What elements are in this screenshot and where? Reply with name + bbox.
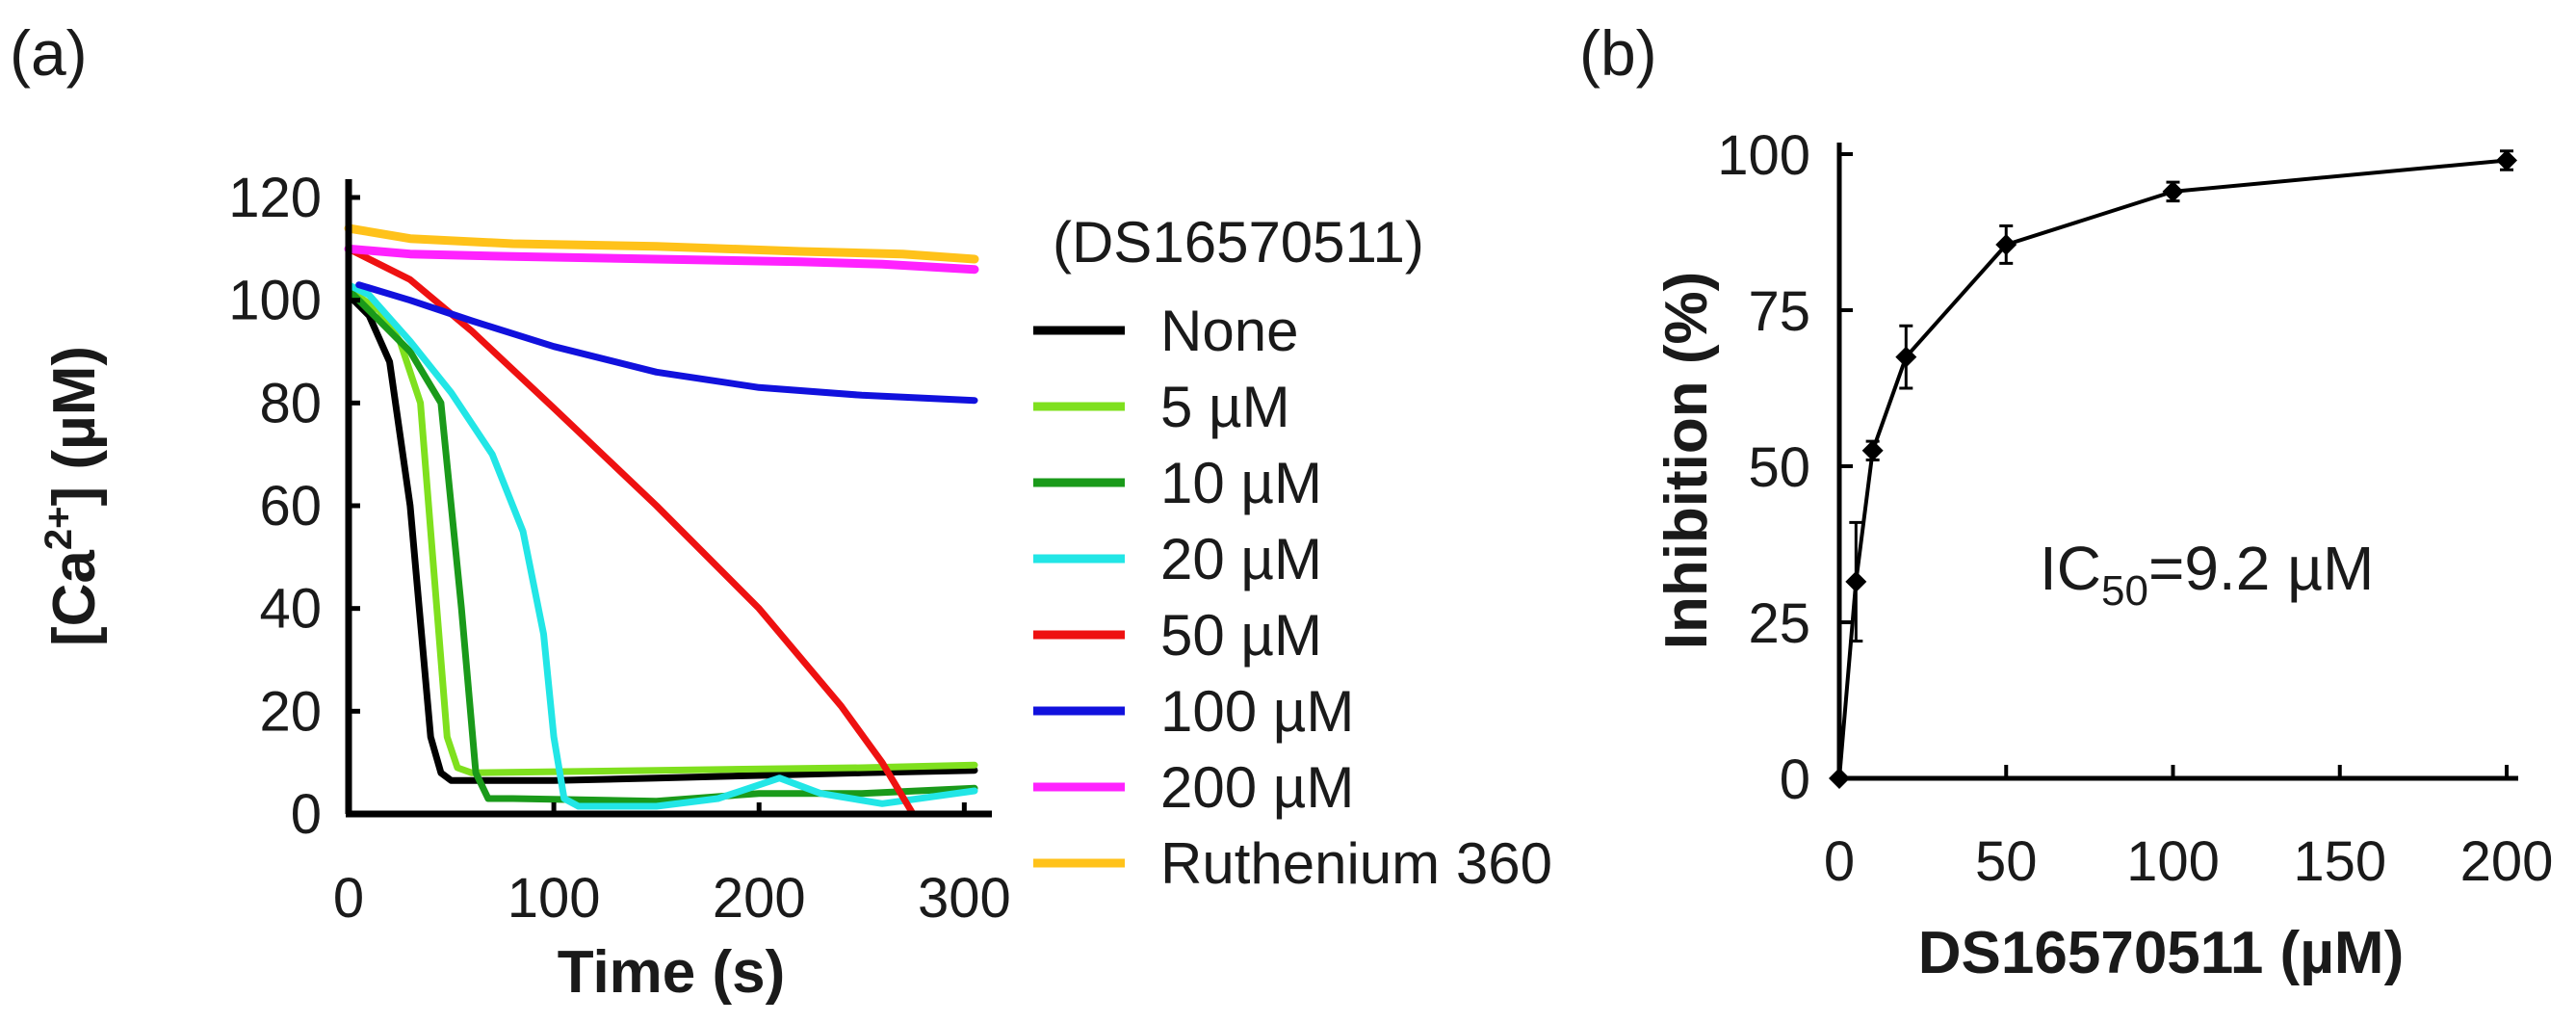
- chart-a-series-line: [355, 281, 978, 405]
- chart-a-series-line: [344, 223, 979, 264]
- chart-a-series-line: [345, 245, 917, 818]
- panel-b-label: (b): [1579, 17, 1657, 89]
- chart-a-legend-entry: Ruthenium 360: [1160, 831, 1552, 896]
- chart-a-legend: None 5 µM 10 µM 20 µM 50 µM 100 µM 200 µM Ruthe…: [1033, 299, 1552, 896]
- chart-a-legend-entry: 20 µM: [1160, 527, 1322, 591]
- chart-b-x-ticks: 0 50 100 150 200: [1824, 765, 2554, 893]
- chart-b-plot: [1829, 149, 2517, 789]
- chart-a-y-tick-label: 80: [259, 372, 322, 434]
- chart-b-data-point: [1845, 570, 1867, 592]
- chart-b-series-line: [1837, 158, 2508, 779]
- chart-a-y-label-end: ] (µM): [41, 346, 108, 507]
- chart-b-annotation-sub: 50: [2101, 567, 2148, 615]
- chart-a-x-ticks: 0 100 200 300: [333, 802, 1011, 930]
- chart-a-y-tick-label: 60: [259, 475, 322, 538]
- chart-a-y-tick-label: 20: [259, 680, 322, 743]
- chart-a-legend-entry: 50 µM: [1160, 603, 1322, 668]
- chart-b-data-point: [2496, 149, 2517, 171]
- chart-a-series-line: [344, 244, 979, 275]
- chart-b-y-tick-label: 75: [1748, 280, 1810, 343]
- chart-a-legend-entry: 10 µM: [1160, 451, 1322, 515]
- chart-a-legend-entry: 5 µM: [1160, 375, 1290, 439]
- chart-a-x-tick-label: 0: [333, 867, 364, 930]
- chart-b-data-point: [1829, 768, 1850, 789]
- chart-a-legend-title: (DS16570511): [1053, 210, 1424, 275]
- chart-a-series-line: [345, 281, 978, 810]
- chart-b-y-tick-label: 50: [1748, 436, 1810, 499]
- chart-a-y-label-sup: 2+: [38, 507, 80, 551]
- chart-b-x-tick-label: 100: [2126, 830, 2220, 893]
- chart-a-y-label-main: [Ca: [41, 550, 108, 646]
- chart-b-x-tick-label: 0: [1824, 830, 1855, 893]
- chart-b-data-point: [1895, 346, 1917, 368]
- chart-a-y-ticks: 0 20 40 60 80 100 120: [228, 167, 360, 846]
- chart-a-y-tick-label: 120: [228, 167, 322, 229]
- chart-b-y-tick-label: 0: [1780, 748, 1810, 811]
- chart-b-data-point: [2162, 180, 2184, 202]
- chart-b-x-tick-label: 150: [2293, 830, 2386, 893]
- chart-b-data-point: [1861, 439, 1884, 461]
- chart-b-x-tick-label: 200: [2460, 830, 2554, 893]
- chart-a-x-tick-label: 200: [713, 867, 806, 930]
- chart-a-y-tick-label: 0: [291, 783, 322, 846]
- chart-b-y-tick-label: 25: [1748, 592, 1810, 655]
- chart-b-y-tick-label: 100: [1717, 124, 1810, 187]
- chart-a-series-line: [345, 291, 978, 784]
- chart-a-x-label: Time (s): [558, 939, 786, 1006]
- chart-a-y-tick-label: 40: [259, 578, 322, 641]
- chart-b-annotation: IC50=9.2 µM: [2040, 534, 2374, 615]
- chart-a-legend-entry: None: [1160, 299, 1298, 363]
- chart-a-y-tick-label: 100: [228, 270, 322, 332]
- chart-a-legend-entry: 100 µM: [1160, 679, 1354, 744]
- chart-a-series-group: [344, 223, 979, 818]
- chart-a-x-tick-label: 100: [507, 867, 601, 930]
- chart-b-x-label: DS16570511 (µM): [1918, 920, 2404, 986]
- chart-b-y-label: Inhibition (%): [1653, 272, 1720, 650]
- chart-b-data-point: [1995, 233, 2017, 255]
- chart-a-legend-entry: 200 µM: [1160, 755, 1354, 820]
- chart-a-x-tick-label: 300: [918, 867, 1011, 930]
- panel-a-label: (a): [10, 17, 88, 89]
- chart-b-annotation-end: =9.2 µM: [2148, 534, 2374, 603]
- chart-a-series-line: [345, 286, 978, 805]
- chart-b-annotation-main: IC: [2040, 534, 2101, 603]
- chart-b-x-tick-label: 50: [1975, 830, 2038, 893]
- chart-a-y-label: [Ca2+] (µM): [38, 346, 108, 646]
- chart-a-series-line: [345, 286, 978, 776]
- chart-b-y-ticks: 0 25 50 75 100: [1717, 124, 1853, 811]
